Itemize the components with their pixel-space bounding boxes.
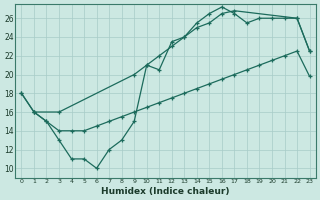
X-axis label: Humidex (Indice chaleur): Humidex (Indice chaleur) (101, 187, 230, 196)
